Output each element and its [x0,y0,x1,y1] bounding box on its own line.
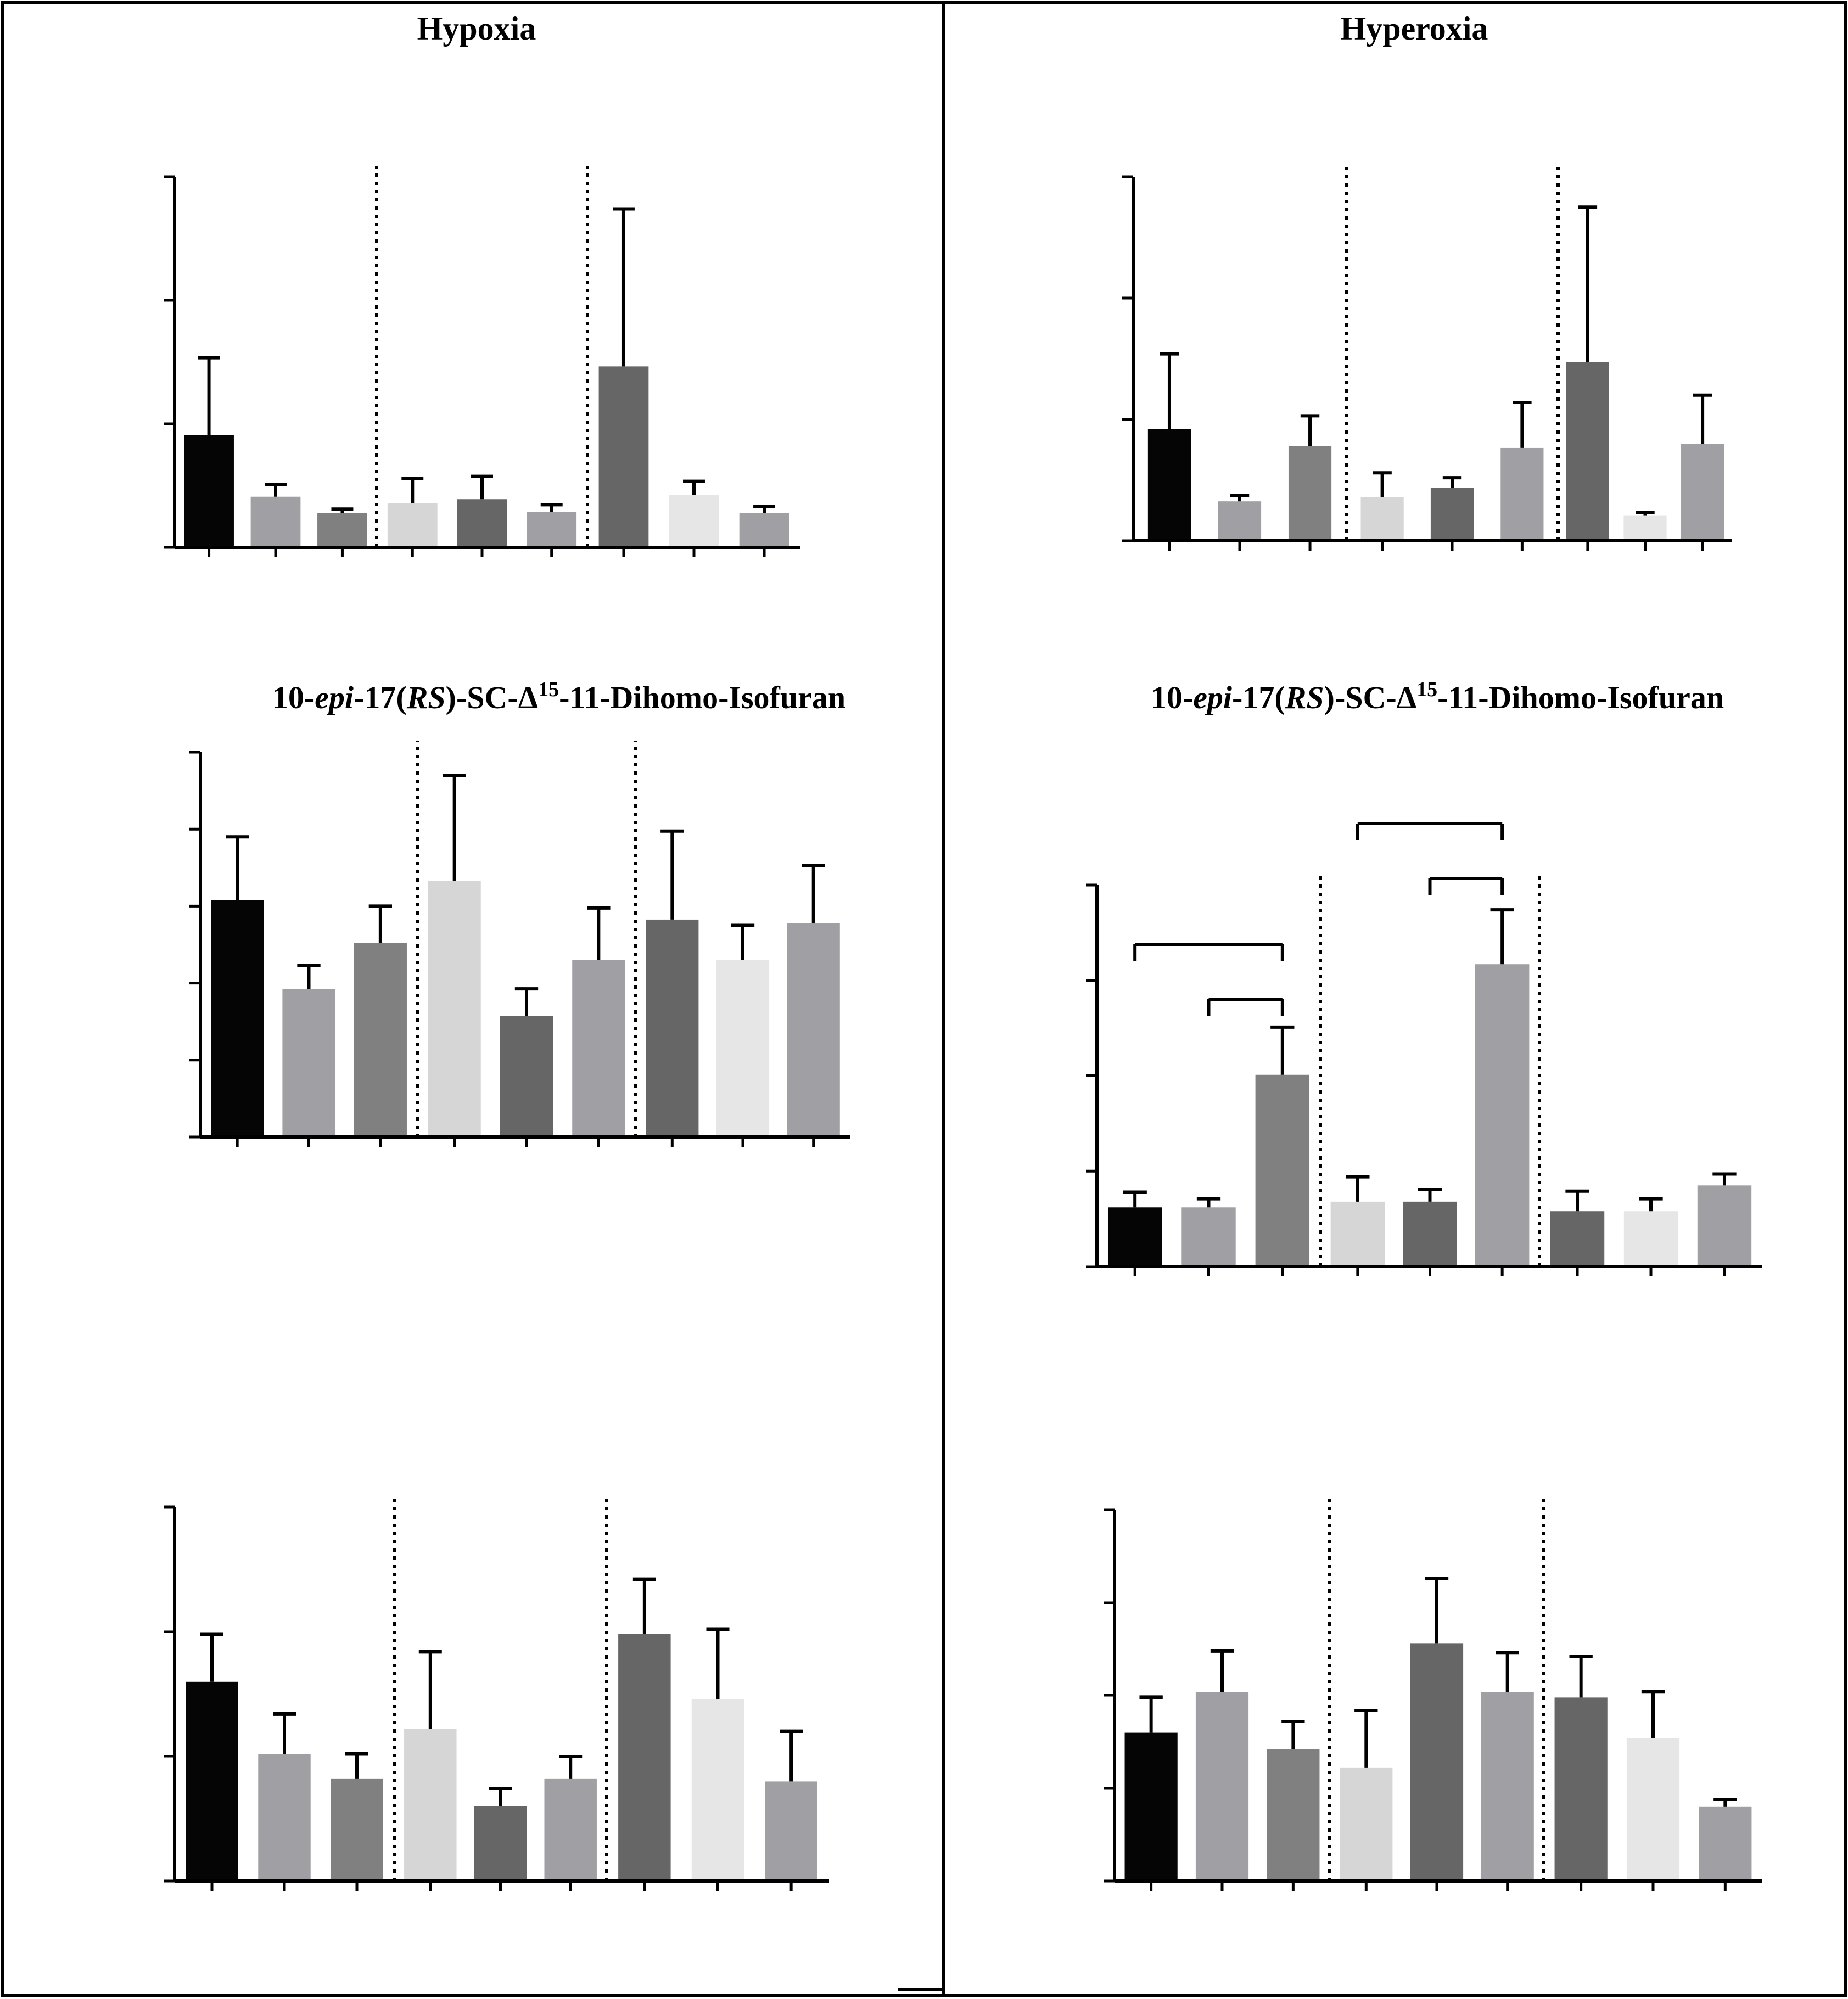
bar [474,1806,527,1881]
bar [1181,1207,1236,1267]
bar [258,1754,311,1881]
bar [1403,1201,1457,1267]
bar [1124,1732,1178,1881]
bar [1288,446,1332,541]
chart-title-part: epi [1193,680,1232,715]
bar [282,989,335,1137]
bar [1554,1697,1608,1881]
bar [428,881,481,1137]
chart-1 [1122,166,1732,551]
chart-title-part: epi [315,680,354,715]
bar [331,1778,383,1881]
bar [1195,1692,1249,1881]
bar [1699,1806,1752,1881]
chart-title-part: RS [1285,680,1324,715]
bar [646,919,699,1137]
bar [354,942,407,1137]
bar [250,496,301,547]
chart-title-part: -17( [1232,680,1285,715]
bar [1626,1738,1680,1881]
chart-title-part: 10- [1151,680,1193,715]
chart-title-part: -17( [354,680,407,715]
charts: 10-epi-17(RS)-SC-Δ15-11-Dihomo-Isofuran 1… [164,166,1762,1891]
bar [739,513,789,547]
bar [404,1729,457,1881]
bar [527,512,577,547]
chart-3: 10-epi-17(RS)-SC-Δ15-11-Dihomo-Isofuran [1086,678,1762,1276]
bar [572,960,625,1137]
bar [669,495,719,547]
bar [618,1634,671,1881]
bar [1481,1692,1534,1881]
chart-title-part: 10- [272,680,315,715]
bar [1340,1767,1393,1881]
bar [1330,1201,1385,1267]
bar [211,900,264,1137]
bar [457,499,507,547]
bar [1681,444,1724,541]
bar [1360,497,1404,541]
bar [1430,488,1474,541]
bar [598,366,649,547]
chart-0 [164,166,800,557]
bar [1623,515,1667,541]
bar [1550,1211,1605,1267]
chart-title-part: -11-Dihomo-Isofuran [1437,680,1724,715]
bar [1218,501,1262,541]
panel-title-hypoxia: Hypoxia [417,10,536,47]
chart-title-part: -11-Dihomo-Isofuran [559,680,845,715]
bar [317,513,367,547]
chart-title-part: RS [406,680,446,715]
bar [184,435,234,547]
chart-title-part: )-SC-Δ [446,680,538,715]
bar [1697,1185,1752,1267]
bar [1267,1749,1320,1881]
bar [544,1778,597,1881]
bar [1147,429,1191,541]
bar [716,960,770,1137]
bar [1475,964,1530,1267]
bar [1500,447,1544,541]
chart-4 [164,1496,829,1891]
bar [1623,1211,1678,1267]
chart-title-part: 15 [538,678,559,701]
bar [1107,1207,1162,1267]
chart-title-part: )-SC-Δ [1324,680,1416,715]
bar [186,1681,238,1881]
bar [1255,1074,1310,1267]
chart-title-part: 15 [1416,678,1437,701]
chart-title: 10-epi-17(RS)-SC-Δ15-11-Dihomo-Isofuran [272,678,845,715]
panel-title-hyperoxia: Hyperoxia [1341,10,1488,47]
bar [765,1781,817,1881]
bar [691,1699,744,1881]
chart-5 [1104,1499,1762,1891]
bar [787,923,840,1137]
chart-title: 10-epi-17(RS)-SC-Δ15-11-Dihomo-Isofuran [1151,678,1724,715]
chart-2: 10-epi-17(RS)-SC-Δ15-11-Dihomo-Isofuran [189,678,850,1147]
bar [1566,362,1609,541]
bar [1410,1643,1464,1881]
bar [500,1016,553,1137]
bar [387,503,438,547]
